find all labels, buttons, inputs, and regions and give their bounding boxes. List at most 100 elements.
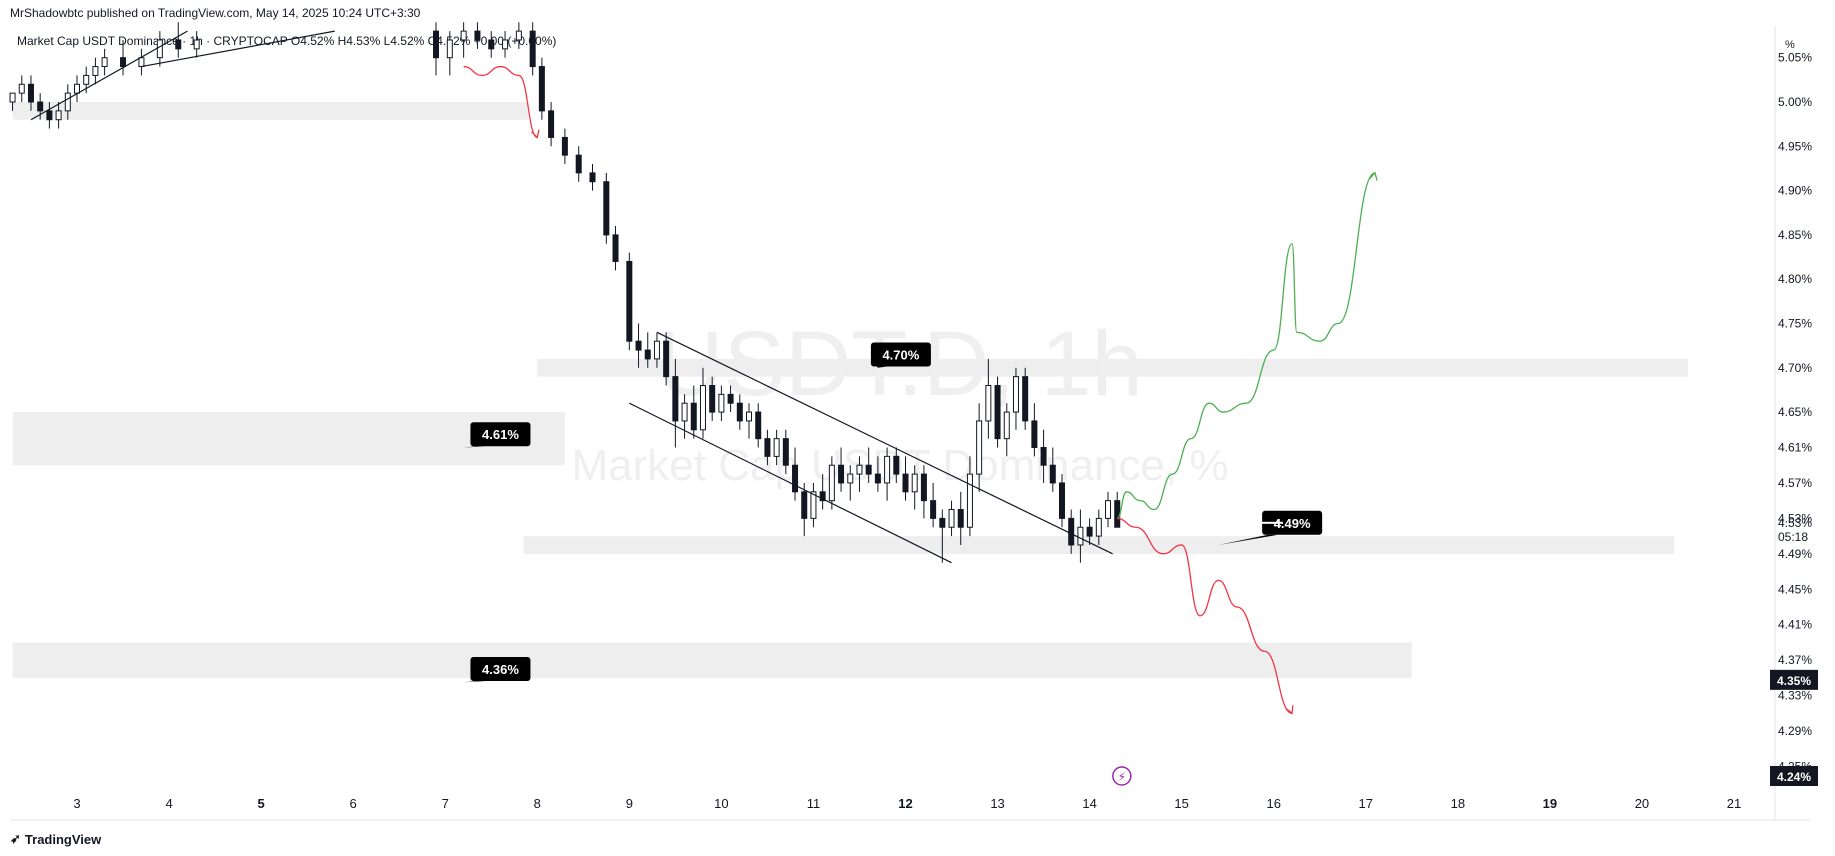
candle-body [515,30,522,41]
callout-box [870,342,931,367]
callout-box [470,422,531,447]
y-tick-label: 4.57% [1778,476,1812,490]
y-tick-label: 4.95% [1778,139,1812,153]
countdown-label: 05:18 [1778,530,1808,544]
candle-body [792,464,799,493]
callout-pointer [463,680,487,683]
candle-body [930,500,937,519]
candle-body [755,411,762,440]
candle-body [976,420,983,475]
callout-label: 4.70% [882,347,919,362]
candle-body [699,384,706,431]
trendline [30,30,188,121]
y-tick-label: 4.75% [1778,316,1812,330]
event-icon-glyph: ⚡ [1118,770,1126,784]
candle-body [548,110,555,138]
trendline [141,30,335,68]
candle-body [488,39,495,50]
candle-body [635,340,642,351]
y-tick-label: 4.85% [1778,228,1812,242]
x-tick-label: 16 [1266,796,1280,811]
x-tick-label: 13 [990,796,1004,811]
candle-body [46,110,53,121]
y-tick-label: 5.00% [1778,95,1812,109]
candle-body [589,172,596,183]
current-price-line [1228,521,1283,524]
candle-body [856,464,863,475]
x-tick-label: 15 [1174,796,1188,811]
lightning-event-icon: ⚡ [1112,766,1132,786]
x-tick-label: 4 [165,796,172,811]
candle-body [838,464,845,484]
trendline [656,331,1113,555]
candle-body [1003,411,1010,440]
candle-body [83,74,90,85]
candle-body [966,473,973,528]
candle-body [18,83,25,94]
x-tick-label: 3 [73,796,80,811]
candle-body [920,473,927,502]
x-tick-label: 12 [898,796,912,811]
watermark-name: Market Cap USDT Dominance, % [572,441,1229,490]
candle-body [948,509,955,528]
x-tick-label: 8 [534,796,541,811]
candle-body [626,260,633,342]
x-tick-label: 19 [1543,796,1557,811]
candles-layer [9,22,1121,563]
event-icon-ring [1112,766,1132,786]
candle-body [529,30,536,68]
zone-rect [537,358,1688,377]
x-tick-label: 18 [1451,796,1465,811]
symbol-legend[interactable]: Market Cap USDT Dominance · 1h · CRYPTOC… [17,34,557,48]
candle-body [37,101,44,112]
candle-body [690,402,697,431]
y-tick-label: 4.29% [1778,724,1812,738]
x-tick-label: 11 [807,796,821,811]
candle-body [782,438,789,466]
candle-body [175,39,182,50]
y-tick-label: 4.33% [1778,689,1812,703]
axis-unit-label: % [1785,39,1795,51]
candle-body [985,384,992,422]
price-badge [1770,766,1818,786]
price-badge [1770,669,1818,690]
candle-body [681,402,688,422]
x-tick-label: 9 [626,796,633,811]
current-price-label: 4.53% [1778,516,1812,530]
footer-brand[interactable]: ➶ TradingView [10,831,101,847]
callout-box [1262,510,1323,535]
candle-body [1022,376,1029,422]
footer-brand-label: TradingView [24,831,102,847]
trendlines-layer [30,30,1113,564]
axes-layer: %5.05% 5.00% 4.95% 4.90% 4.85% 4.80% 4.75% 4.70… [10,26,1818,821]
candle-body [893,455,900,475]
candle-body [156,39,163,59]
candle-body [9,92,16,103]
y-tick-label: 4.61% [1778,441,1812,455]
candle-body [1086,526,1093,537]
callout-box [470,656,531,681]
candle-body [644,349,651,360]
candle-body [709,384,716,413]
candle-body [819,491,826,502]
projection-arrowhead [531,129,540,139]
candle-body [502,39,509,50]
candle-body [603,181,610,236]
candle-body [994,384,1001,440]
candle-body [1049,464,1056,484]
callouts-layer: 4.70% 4.61% 4.49% 4.36% ⚡ [463,342,1323,786]
projection-bearish-old [463,65,538,139]
candle-body [1031,420,1038,449]
candle-body [1105,500,1112,519]
y-tick-label: 4.53% [1778,511,1812,525]
candle-body [1114,500,1121,528]
candle-body [1012,376,1019,413]
candle-body [1095,517,1102,537]
candle-body [92,66,99,76]
published-line: MrShadowbtc published on TradingView.com… [10,6,421,20]
zones-layer [12,102,1688,678]
x-tick-label: 7 [442,796,449,811]
candle-body [672,376,679,422]
